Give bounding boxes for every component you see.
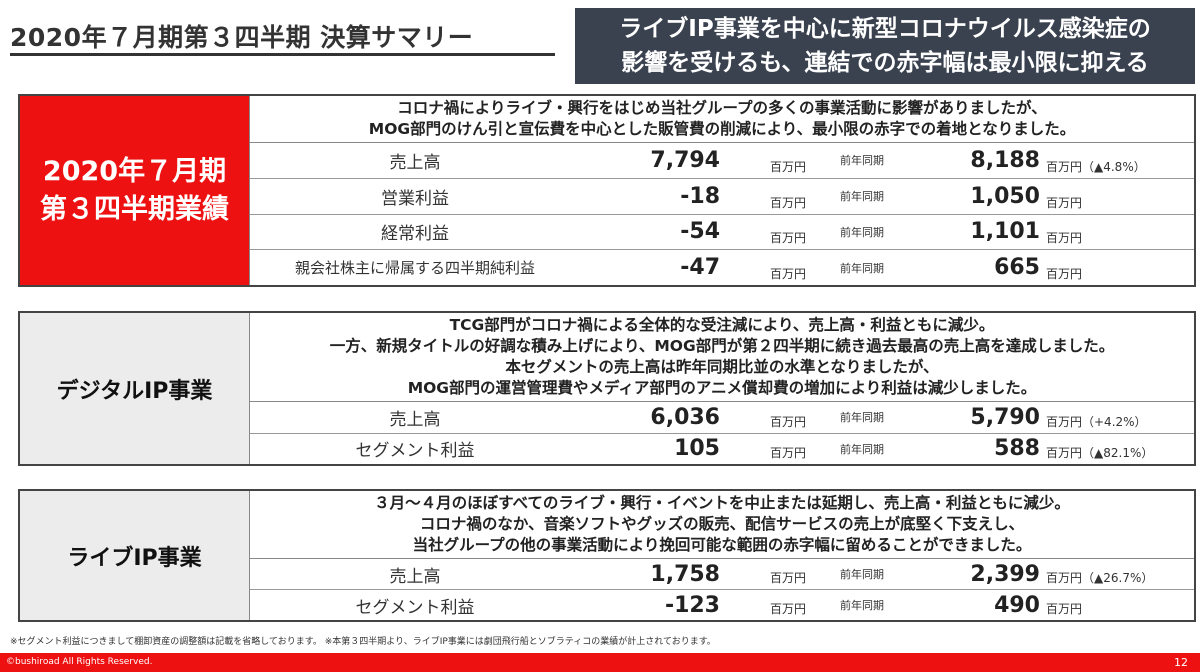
metric-row-net-income: 親会社株主に帰属する四半期純利益 -47 百万円 前年同期 665 百万円 (250, 250, 1194, 285)
headline-line-2: 影響を受けるも、連結での赤字幅は最小限に抑える (621, 50, 1149, 76)
prior-period-value: 1,101 (970, 219, 1040, 245)
metric-row-net-sales: 売上高 7,794 百万円 前年同期 8,188 百万円（▲4.8%） (250, 143, 1194, 179)
description-line: ３月～４月のほぼすべてのライブ・興行・イベントを中止または延期し、売上高・利益と… (374, 494, 1070, 512)
metric-row-segment-profit: セグメント利益 105 百万円 前年同期 588 百万円（▲82.1%） (250, 434, 1194, 465)
digital-ip-label: デジタルIP事業 (20, 313, 250, 464)
section-label-line: 第３四半期業績 (40, 193, 229, 225)
description-line: 当社グループの他の事業活動により挽回可能な範囲の赤字幅に留めることができました。 (412, 536, 1032, 554)
section-description: ３月～４月のほぼすべてのライブ・興行・イベントを中止または延期し、売上高・利益と… (250, 491, 1194, 559)
metric-label: 営業利益 (381, 188, 449, 209)
prior-period-label: 前年同期 (840, 442, 884, 456)
consolidated-results-label: 2020年７月期 第３四半期業績 (20, 96, 250, 285)
copyright-text: ©bushiroad All Rights Reserved. (6, 657, 153, 667)
description-line: MOG部門のけん引と宣伝費を中心とした販管費の削減により、最小限の赤字での着地と… (368, 120, 1076, 138)
metric-row-net-sales: 売上高 6,036 百万円 前年同期 5,790 百万円（+4.2%） (250, 402, 1194, 434)
prior-period-label: 前年同期 (840, 190, 884, 204)
metric-unit: 百万円 (770, 446, 807, 460)
prior-period-label: 前年同期 (840, 568, 884, 581)
metric-value: -47 (680, 255, 720, 281)
metric-value: 105 (674, 436, 720, 462)
prior-period-label: 前年同期 (840, 411, 884, 425)
headline-line-1: ライブIP事業を中心に新型コロナウイルス感染症の (619, 16, 1151, 42)
prior-period-unit: 百万円 (1046, 195, 1083, 210)
metric-unit: 百万円 (770, 571, 807, 585)
prior-period-unit: 百万円（▲4.8%） (1046, 159, 1146, 174)
prior-period-unit: 百万円（▲82.1%） (1046, 446, 1154, 460)
description-line: コロナ禍によりライブ・興行をはじめ当社グループの多くの事業活動に影響がありました… (397, 99, 1047, 117)
metric-row-operating-income: 営業利益 -18 百万円 前年同期 1,050 百万円 (250, 179, 1194, 215)
footnote: ※セグメント利益につきまして棚卸資産の調整額は記載を省略しております。 ※本第３… (10, 637, 716, 647)
section-description: コロナ禍によりライブ・興行をはじめ当社グループの多くの事業活動に影響がありました… (250, 96, 1194, 143)
metric-unit: 百万円 (770, 195, 807, 210)
metric-label: セグメント利益 (355, 441, 475, 462)
headline-banner: ライブIP事業を中心に新型コロナウイルス感染症の 影響を受けるも、連結での赤字幅… (575, 8, 1195, 84)
prior-period-label: 前年同期 (840, 154, 884, 168)
metric-label: 売上高 (389, 152, 441, 173)
prior-period-value: 5,790 (970, 404, 1040, 430)
consolidated-results-body: コロナ禍によりライブ・興行をはじめ当社グループの多くの事業活動に影響がありました… (250, 96, 1194, 285)
prior-period-unit: 百万円（+4.2%） (1046, 414, 1147, 429)
metric-value: 6,036 (650, 404, 720, 430)
prior-period-unit: 百万円 (1046, 231, 1083, 246)
metric-value: -18 (680, 183, 720, 209)
metric-label: 経常利益 (381, 224, 449, 245)
prior-period-label: 前年同期 (840, 261, 884, 275)
metric-row-ordinary-income: 経常利益 -54 百万円 前年同期 1,101 百万円 (250, 215, 1194, 251)
metric-value: 7,794 (650, 147, 720, 173)
live-ip-label: ライブIP事業 (20, 491, 250, 620)
footer-bar: ©bushiroad All Rights Reserved. 12 (0, 653, 1200, 672)
section-label-line: ライブIP事業 (67, 545, 202, 571)
metric-label: 親会社株主に帰属する四半期純利益 (294, 259, 535, 278)
metric-value: 1,758 (650, 561, 720, 587)
digital-ip-panel: デジタルIP事業 TCG部門がコロナ禍による全体的な受注減により、売上高・利益と… (18, 311, 1196, 466)
prior-period-value: 490 (994, 592, 1040, 618)
metric-unit: 百万円 (770, 267, 807, 281)
metric-label: 売上高 (389, 409, 441, 430)
section-label-line: 2020年７月期 (42, 155, 227, 187)
metric-unit: 百万円 (770, 159, 807, 174)
description-line: 本セグメントの売上高は昨年同期比並の水準となりましたが、 (505, 358, 939, 376)
prior-period-unit: 百万円 (1046, 602, 1083, 616)
metric-label: セグメント利益 (355, 597, 475, 618)
section-description: TCG部門がコロナ禍による全体的な受注減により、売上高・利益ともに減少。 一方、… (250, 313, 1194, 402)
live-ip-body: ３月～４月のほぼすべてのライブ・興行・イベントを中止または延期し、売上高・利益と… (250, 491, 1194, 620)
prior-period-label: 前年同期 (840, 225, 884, 239)
description-line: コロナ禍のなか、音楽ソフトやグッズの販売、配信サービスの売上が底堅く下支えし、 (419, 515, 1025, 533)
prior-period-unit: 百万円 (1046, 267, 1083, 281)
metric-unit: 百万円 (770, 414, 807, 429)
metric-row-net-sales: 売上高 1,758 百万円 前年同期 2,399 百万円（▲26.7%） (250, 559, 1194, 590)
consolidated-results-panel: 2020年７月期 第３四半期業績 コロナ禍によりライブ・興行をはじめ当社グループ… (18, 94, 1196, 287)
metric-label: 売上高 (389, 566, 441, 587)
digital-ip-body: TCG部門がコロナ禍による全体的な受注減により、売上高・利益ともに減少。 一方、… (250, 313, 1194, 464)
prior-period-label: 前年同期 (840, 599, 884, 612)
metric-row-segment-profit: セグメント利益 -123 百万円 前年同期 490 百万円 (250, 590, 1194, 620)
section-label-line: デジタルIP事業 (56, 378, 213, 404)
prior-period-value: 588 (994, 436, 1040, 462)
page-number: 12 (1174, 656, 1188, 669)
metric-unit: 百万円 (770, 231, 807, 246)
live-ip-panel: ライブIP事業 ３月～４月のほぼすべてのライブ・興行・イベントを中止または延期し… (18, 489, 1196, 622)
page-title: 2020年７月期第３四半期 決算サマリー (10, 23, 474, 52)
prior-period-unit: 百万円（▲26.7%） (1046, 571, 1154, 585)
prior-period-value: 2,399 (970, 561, 1040, 587)
metric-value: -54 (680, 219, 720, 245)
metric-unit: 百万円 (770, 602, 807, 616)
prior-period-value: 8,188 (970, 147, 1040, 173)
description-line: MOG部門の運営管理費やメディア部門のアニメ償却費の増加により利益は減少しました… (407, 379, 1037, 397)
prior-period-value: 665 (994, 255, 1040, 281)
metric-value: -123 (664, 592, 720, 618)
prior-period-value: 1,050 (970, 183, 1040, 209)
description-line: TCG部門がコロナ禍による全体的な受注減により、売上高・利益ともに減少。 (449, 316, 995, 334)
description-line: 一方、新規タイトルの好調な積み上げにより、MOG部門が第２四半期に続き過去最高の… (329, 337, 1115, 355)
title-underline (10, 53, 555, 56)
